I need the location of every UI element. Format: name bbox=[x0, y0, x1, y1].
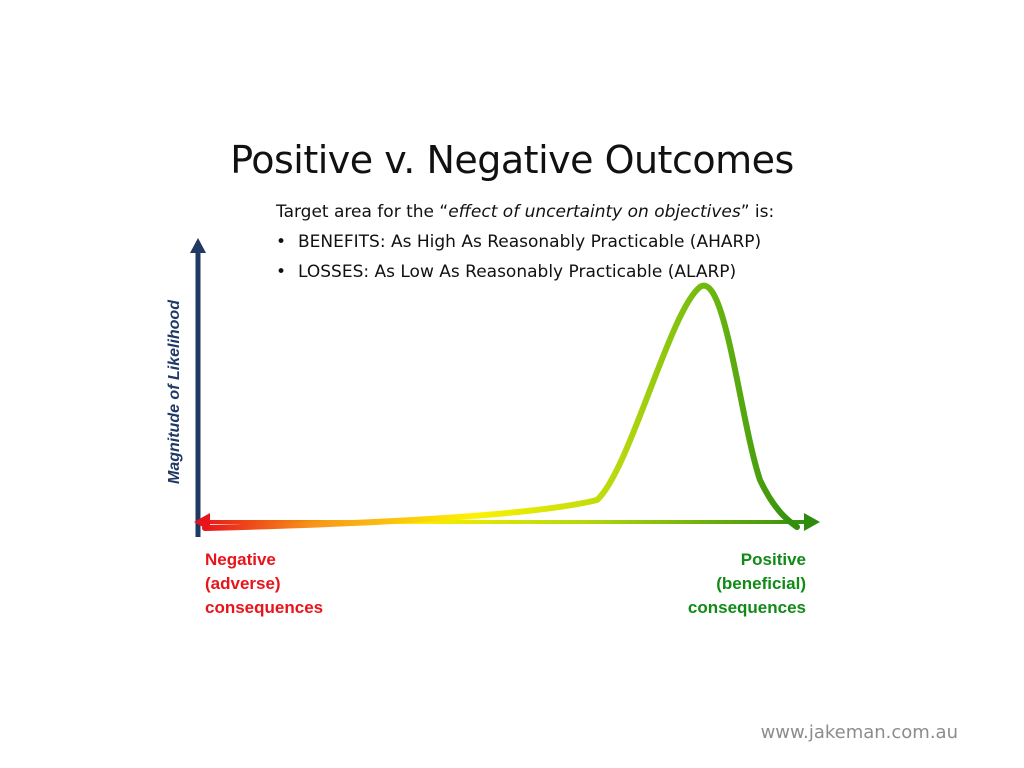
negative-caption: Negative (adverse) consequences bbox=[205, 548, 323, 620]
positive-caption-line: (beneficial) bbox=[716, 574, 806, 593]
intro-lead: Target area for the “effect of uncertain… bbox=[276, 197, 916, 227]
y-axis-arrowhead bbox=[190, 238, 206, 253]
negative-caption-line: consequences bbox=[205, 598, 324, 617]
y-axis-label: Magnitude of Likelihood bbox=[166, 300, 183, 484]
intro-lead-after: ” is: bbox=[740, 202, 775, 222]
positive-caption-line: Positive bbox=[740, 550, 806, 569]
negative-caption-line: Negative bbox=[205, 550, 276, 569]
bullet-losses: • LOSSES: As Low As Reasonably Practicabl… bbox=[276, 257, 916, 287]
slide-title: Positive v. Negative Outcomes bbox=[230, 138, 794, 182]
bullet-losses-text: LOSSES: As Low As Reasonably Practicable… bbox=[298, 262, 737, 282]
intro-lead-before: Target area for the “ bbox=[276, 202, 449, 222]
intro-text: Target area for the “effect of uncertain… bbox=[276, 197, 916, 287]
intro-lead-emphasis: effect of uncertainty on objectives bbox=[448, 202, 741, 222]
outcome-curve bbox=[202, 282, 800, 531]
bullet-glyph: • bbox=[276, 232, 287, 252]
footer-url: www.jakeman.com.au bbox=[760, 722, 958, 743]
positive-caption: Positive (beneficial) consequences bbox=[688, 548, 806, 620]
x-axis-right-arrowhead bbox=[804, 513, 820, 531]
bullet-benefits: • BENEFITS: As High As Reasonably Practic… bbox=[276, 227, 916, 257]
positive-caption-line: consequences bbox=[687, 598, 806, 617]
bullet-benefits-text: BENEFITS: As High As Reasonably Practica… bbox=[298, 232, 762, 252]
bullet-glyph: • bbox=[276, 262, 287, 282]
negative-caption-line: (adverse) bbox=[205, 574, 281, 593]
